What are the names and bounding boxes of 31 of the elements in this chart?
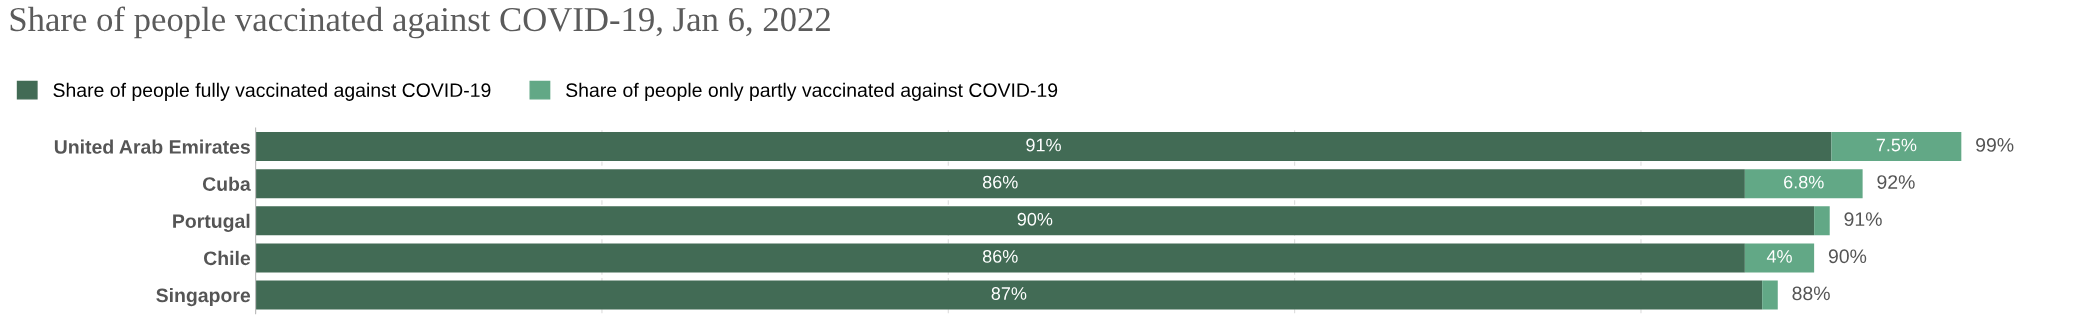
total-label: 99% bbox=[1976, 138, 2014, 152]
legend-label: Share of people fully vaccinated against COVID-19 bbox=[53, 82, 491, 101]
data-label: 86% bbox=[982, 249, 1018, 263]
data-label: 91% bbox=[1026, 138, 1061, 152]
data-label: 7.5% bbox=[1876, 138, 1917, 152]
bar bbox=[1744, 169, 1863, 199]
data-label: 86% bbox=[982, 175, 1018, 189]
y-tick-label: Cuba bbox=[202, 176, 251, 191]
bar bbox=[1744, 243, 1815, 273]
data-label: 90% bbox=[1017, 212, 1053, 226]
y-tick-label: Singapore bbox=[156, 287, 251, 307]
bar bbox=[255, 132, 1832, 162]
y-tick-label: Portugal bbox=[173, 213, 250, 232]
y-tick-label: Chile bbox=[204, 250, 251, 266]
bar bbox=[1814, 206, 1830, 236]
bar bbox=[1831, 132, 1962, 162]
total-label: 88% bbox=[1792, 286, 1830, 301]
bar bbox=[255, 243, 1745, 273]
total-label: 90% bbox=[1828, 249, 1867, 264]
bar bbox=[255, 206, 1815, 236]
y-tick-label: United Arab Emirates bbox=[54, 139, 250, 154]
bar bbox=[255, 280, 1763, 310]
bar bbox=[255, 169, 1745, 199]
bar bbox=[1762, 280, 1778, 310]
total-label: 92% bbox=[1877, 175, 1915, 189]
total-label: 91% bbox=[1844, 212, 1882, 227]
data-label: 87% bbox=[991, 287, 1027, 300]
data-label: 4% bbox=[1766, 250, 1792, 263]
legend-label: Share of people only partly vaccinated against COVID-19 bbox=[566, 82, 1058, 101]
chart-title: Share of people vaccinated against COVID-19, Jan 6, 2022 bbox=[10, 6, 830, 39]
data-label: 6.8% bbox=[1784, 175, 1824, 189]
